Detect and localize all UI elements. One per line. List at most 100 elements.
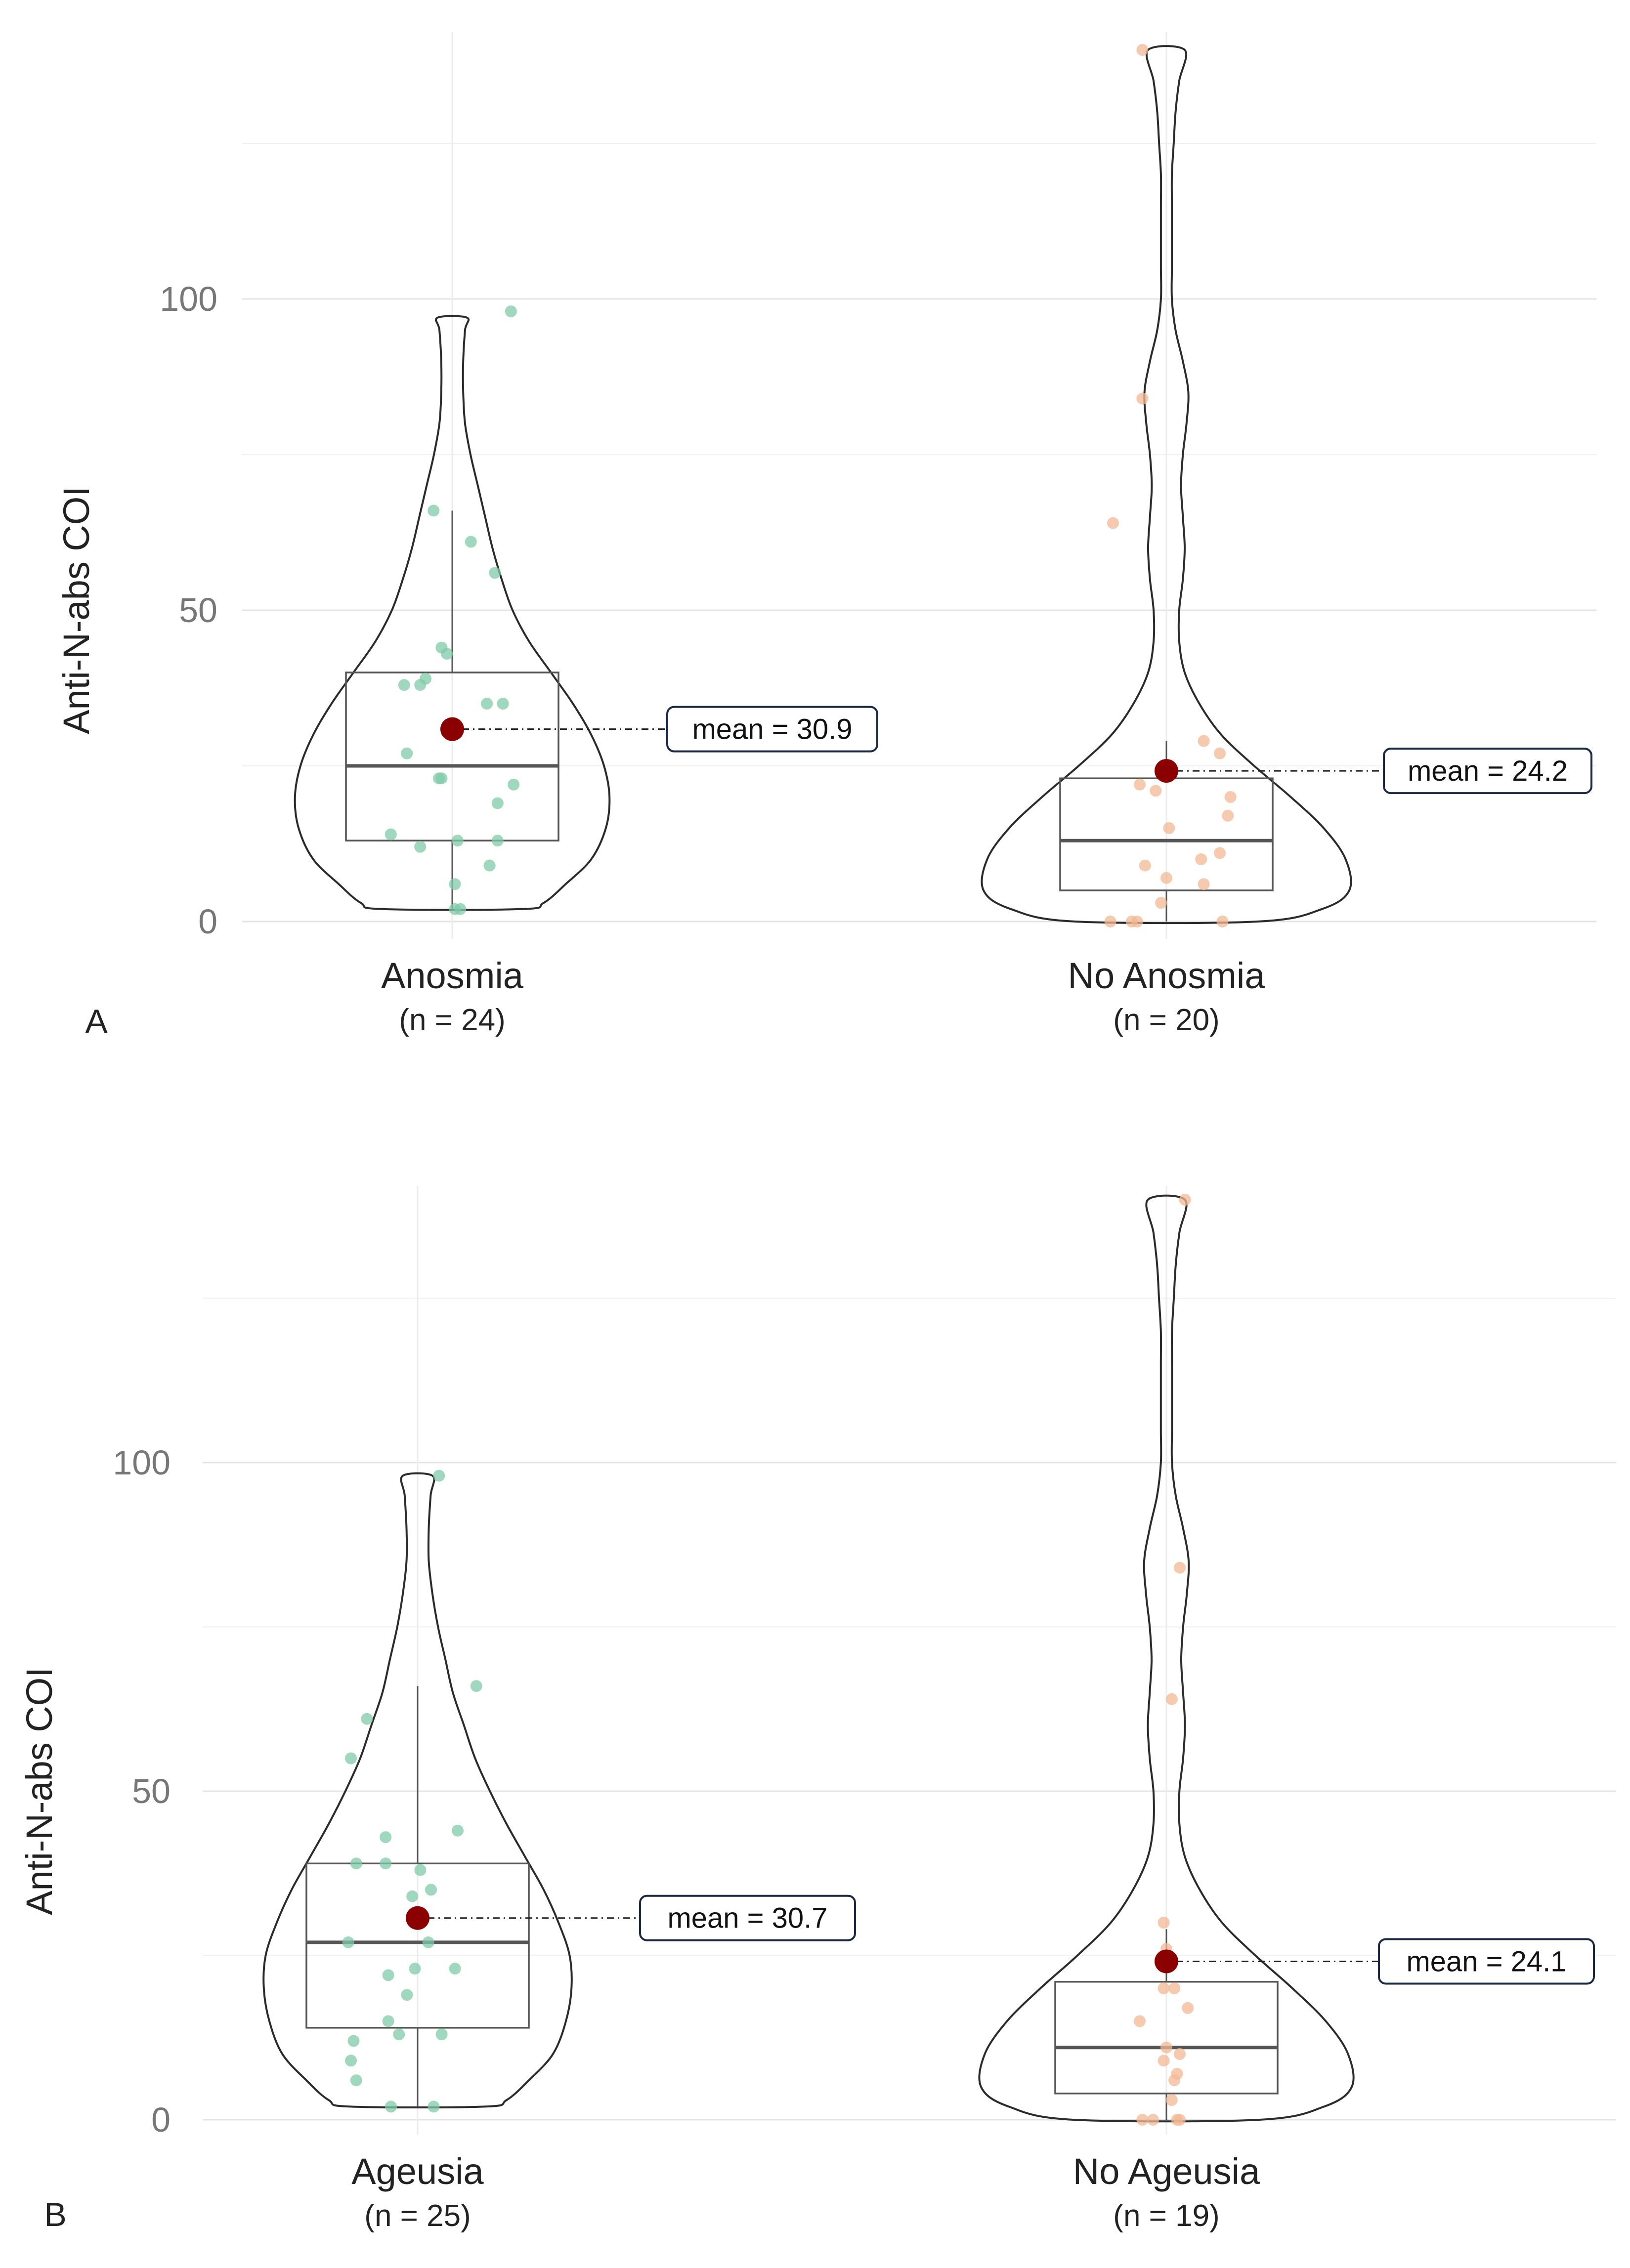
panel-b-ageusia-point-14 xyxy=(409,1963,421,1975)
panel-a-no-anosmia-point-12 xyxy=(1139,859,1151,872)
panel-b-no-ageusia-point-7 xyxy=(1182,2002,1194,2014)
panel-a-anosmia-category-label: Anosmia xyxy=(381,955,524,996)
panel-a-no-anosmia-category-label: No Anosmia xyxy=(1068,955,1266,996)
panel-b-ageusia-category-label: Ageusia xyxy=(351,2151,484,2192)
panel-a-anosmia-point-23 xyxy=(505,305,517,318)
panel-a-anosmia-point-13 xyxy=(508,778,520,791)
panel-b-no-ageusia-point-11 xyxy=(1158,2055,1170,2067)
panel-a-anosmia-point-7 xyxy=(414,679,427,691)
panel-b-ageusia-point-7 xyxy=(380,1857,392,1870)
panel-b-no-ageusia-mean-marker xyxy=(1155,1949,1178,1974)
panel-b-ageusia-point-24 xyxy=(428,2100,440,2113)
panel-a-no-anosmia-point-2 xyxy=(1107,517,1119,529)
panel-b-ageusia-point-8 xyxy=(414,1864,427,1876)
panel-b-ageusia-n-label: (n = 25) xyxy=(364,2199,471,2233)
panel-b-ageusia-point-5 xyxy=(380,1831,392,1844)
panel-a-no-anosmia-point-11 xyxy=(1195,853,1207,865)
panel-b-no-ageusia-point-2 xyxy=(1165,1693,1178,1705)
panel-a-anosmia-point-19 xyxy=(483,859,496,872)
panel-a-anosmia-point-5 xyxy=(398,679,410,691)
panel-b-no-ageusia-point-18 xyxy=(1174,2114,1186,2126)
panel-b-ageusia-point-4 xyxy=(452,1824,464,1837)
panel-b-ytick-50: 50 xyxy=(132,1772,171,1810)
panel-b-ageusia-point-17 xyxy=(382,2015,394,2027)
panel-b-no-ageusia-point-0 xyxy=(1179,1194,1191,1206)
panel-a-no-anosmia-point-1 xyxy=(1136,392,1149,405)
panel-b-ageusia-point-23 xyxy=(385,2100,397,2113)
panel-a-no-anosmia-point-9 xyxy=(1163,822,1175,834)
panel-a-ytick-50: 50 xyxy=(179,591,217,630)
panel-a-no-anosmia-point-7 xyxy=(1224,791,1237,803)
panel-a-anosmia-point-1 xyxy=(465,536,477,548)
panel-a-no-anosmia-point-0 xyxy=(1136,44,1149,56)
panel-a-no-anosmia-point-6 xyxy=(1150,785,1162,797)
panel-a-anosmia-point-9 xyxy=(497,698,509,710)
panel-a-ytick-0: 0 xyxy=(198,902,217,941)
panel-b-no-ageusia-mean-box xyxy=(1378,1938,1595,1985)
panel-b-ageusia-point-2 xyxy=(361,1713,373,1725)
panel-b-no-ageusia-point-10 xyxy=(1174,2048,1186,2060)
panel-b-ageusia-point-10 xyxy=(406,1890,419,1902)
panel-a-anosmia-violin xyxy=(294,315,611,911)
panel-b-ageusia-point-1 xyxy=(470,1680,482,1692)
panel-b-no-ageusia-violin xyxy=(978,1194,1355,2123)
panel-b-no-ageusia-point-3 xyxy=(1158,1917,1170,1929)
panel-a-anosmia-point-4 xyxy=(441,648,453,660)
panel-b-no-ageusia-point-14 xyxy=(1165,2094,1178,2106)
panel-b-no-ageusia-n-label: (n = 19) xyxy=(1113,2199,1219,2233)
panel-b-ytick-100: 100 xyxy=(113,1443,171,1482)
panel-b-ageusia-point-15 xyxy=(382,1969,394,1981)
panel-a-no-anosmia-point-15 xyxy=(1155,897,1167,909)
panel-a-no-anosmia-point-3 xyxy=(1198,735,1210,747)
panel-b-no-ageusia-mean-label: mean = 24.1 xyxy=(1406,1945,1566,1977)
panel-a-anosmia-point-15 xyxy=(385,828,397,840)
panel-b-ageusia-point-19 xyxy=(435,2028,448,2041)
panel-b-ageusia-violin xyxy=(262,1472,573,2109)
panel-b-no-ageusia-point-5 xyxy=(1168,1982,1181,1994)
panel-b-no-ageusia-point-6 xyxy=(1158,1982,1170,1994)
panel-b-no-ageusia-category-label: No Ageusia xyxy=(1073,2151,1260,2192)
panel-a-anosmia-point-16 xyxy=(451,835,464,847)
panel-a-anosmia-point-22 xyxy=(454,903,467,915)
panel-a-anosmia-point-17 xyxy=(491,835,504,847)
panel-a-no-anosmia-point-5 xyxy=(1134,778,1146,791)
panel-a-y-axis-label: Anti-N-abs COI xyxy=(56,486,97,734)
panel-a-panel-label: A xyxy=(85,1003,108,1040)
panel-a-anosmia-n-label: (n = 24) xyxy=(399,1003,505,1037)
panel-a-anosmia-point-12 xyxy=(433,772,445,785)
panel-a-ytick-100: 100 xyxy=(160,280,217,318)
panel-b-ageusia-point-21 xyxy=(345,2055,357,2067)
panel-b-no-ageusia-box xyxy=(1054,1980,1279,2095)
panel-b-ageusia-mean-box xyxy=(639,1894,856,1941)
panel-a-anosmia-point-14 xyxy=(491,797,504,809)
panel-a-no-anosmia-mean-label: mean = 24.2 xyxy=(1408,755,1568,787)
panel-a-anosmia-point-8 xyxy=(481,698,493,710)
panel-a-no-anosmia-n-label: (n = 20) xyxy=(1113,1003,1219,1037)
panel-a-no-anosmia-point-13 xyxy=(1160,872,1172,884)
panel-a-no-anosmia-point-14 xyxy=(1198,878,1210,890)
panel-b-ageusia-mean-marker xyxy=(406,1906,429,1930)
panel-a-anosmia-point-2 xyxy=(489,567,501,579)
panel-a-anosmia-point-18 xyxy=(414,840,427,853)
panel-a-anosmia-point-10 xyxy=(401,747,413,759)
panel-a-anosmia-point-0 xyxy=(428,504,440,517)
panel-a-anosmia-point-20 xyxy=(449,878,461,890)
panel-b-no-ageusia-point-8 xyxy=(1134,2015,1146,2027)
panel-a-no-anosmia-mean-box xyxy=(1383,748,1592,795)
panel-b-ageusia-box xyxy=(305,1862,530,2029)
panel-b-no-ageusia-point-9 xyxy=(1160,2041,1172,2054)
panel-b-ageusia-point-18 xyxy=(393,2028,405,2041)
panel-b-no-ageusia-point-16 xyxy=(1136,2114,1149,2126)
panel-b-no-ageusia-point-1 xyxy=(1174,1561,1186,1574)
panel-b-no-ageusia-point-13 xyxy=(1168,2074,1181,2087)
panel-b-ageusia-point-22 xyxy=(350,2074,362,2087)
panel-b-ageusia-point-13 xyxy=(449,1963,461,1975)
panel-b-y-axis-label: Anti-N-abs COI xyxy=(19,1667,60,1915)
panel-a-anosmia-mean-label: mean = 30.9 xyxy=(692,714,852,746)
panel-a-no-anosmia-point-4 xyxy=(1214,747,1226,759)
panel-a-no-anosmia-point-8 xyxy=(1222,809,1234,822)
panel-b-ageusia-point-3 xyxy=(345,1752,357,1764)
panel-b-ageusia-mean-label: mean = 30.7 xyxy=(667,1902,827,1934)
panel-a-no-anosmia-point-18 xyxy=(1131,916,1143,927)
